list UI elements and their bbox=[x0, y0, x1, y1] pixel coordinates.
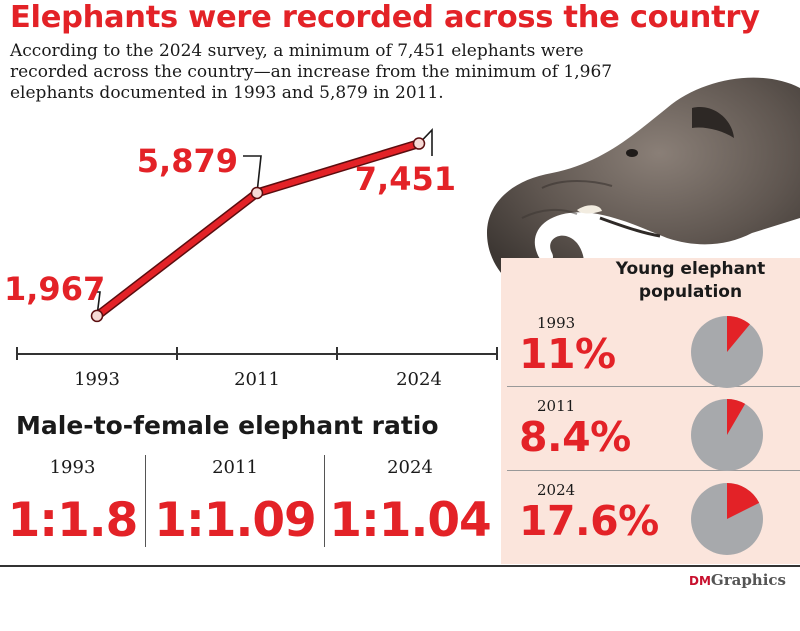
data-point bbox=[250, 186, 264, 200]
data-label: 1,967 bbox=[4, 270, 105, 308]
ratio-value: 1:1.8 bbox=[7, 493, 139, 548]
young-population-panel: Young elephant population 1993 11% 2011 8.4… bbox=[501, 258, 800, 564]
ratio-1993: 1993 1:1.8 bbox=[0, 455, 145, 550]
pie-row: 2011 8.4% bbox=[501, 393, 800, 473]
data-point bbox=[90, 309, 104, 323]
leader-line bbox=[418, 128, 433, 156]
pie-percent: 17.6% bbox=[519, 497, 659, 545]
leader-line bbox=[243, 155, 262, 194]
x-tick-label: 1993 bbox=[74, 369, 120, 390]
credit: DMGraphics bbox=[689, 571, 786, 589]
ratio-divider bbox=[324, 455, 325, 547]
intro-text: According to the 2024 survey, a minimum … bbox=[10, 41, 613, 103]
ratio-year: 2024 bbox=[387, 457, 433, 478]
pie-percent: 11% bbox=[519, 330, 616, 378]
pie-year: 2011 bbox=[537, 397, 576, 415]
pie-percent: 8.4% bbox=[519, 413, 631, 461]
ratio-year: 1993 bbox=[49, 457, 96, 478]
ratio-2011: 2011 1:1.09 bbox=[146, 455, 324, 550]
credit-logo: DM bbox=[688, 574, 711, 588]
page-title: Elephants were recorded across the count… bbox=[10, 0, 760, 35]
data-label: 5,879 bbox=[137, 142, 238, 180]
pie-row: 2024 17.6% bbox=[501, 477, 800, 557]
data-label: 7,451 bbox=[355, 160, 456, 198]
pie-divider bbox=[507, 470, 800, 471]
bottom-rule bbox=[0, 565, 800, 567]
pie-slice-young bbox=[727, 483, 760, 519]
young-population-title: Young elephant population bbox=[615, 259, 766, 302]
x-tick-label: 2011 bbox=[234, 369, 280, 390]
pie-year: 2024 bbox=[537, 481, 576, 499]
data-point bbox=[412, 137, 426, 150]
credit-label: Graphics bbox=[710, 571, 786, 589]
pie-chart bbox=[691, 399, 763, 471]
population-line-chart: 1,967 5,879 7,451 1993 2011 2024 bbox=[4, 128, 498, 390]
pie-slice-young bbox=[727, 399, 746, 435]
ratio-value: 1:1.04 bbox=[329, 493, 491, 548]
ratio-title: Male-to-female elephant ratio bbox=[16, 411, 439, 440]
pie-row: 1993 11% bbox=[501, 310, 800, 390]
pie-divider bbox=[507, 386, 800, 387]
ratio-divider bbox=[145, 455, 146, 547]
ratio-year: 2011 bbox=[212, 457, 258, 478]
ratio-value: 1:1.09 bbox=[154, 493, 316, 548]
x-tick-label: 2024 bbox=[396, 369, 442, 390]
elephant-photo bbox=[487, 77, 800, 294]
ratio-2024: 2024 1:1.04 bbox=[325, 455, 495, 550]
leader-line bbox=[92, 291, 101, 316]
pie-year: 1993 bbox=[537, 314, 576, 332]
pie-chart bbox=[691, 316, 763, 388]
pie-chart bbox=[691, 483, 763, 555]
pie-slice-young bbox=[727, 316, 750, 352]
